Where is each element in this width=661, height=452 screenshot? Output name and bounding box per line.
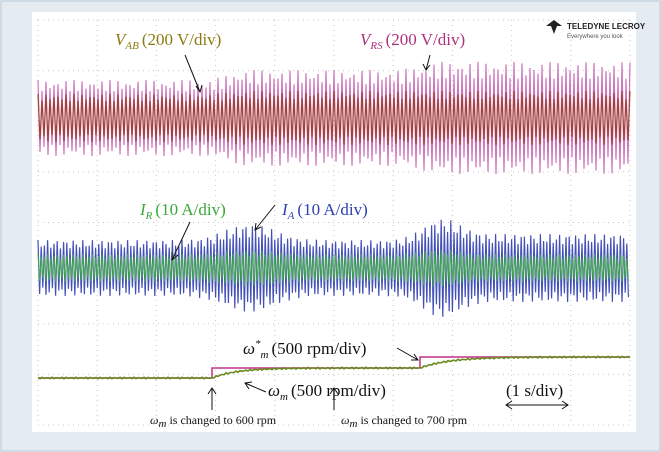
- subscript: RS: [369, 40, 383, 52]
- symbol: ω: [243, 339, 255, 358]
- scope-figure: TELEDYNE LECROY Everywhere you look VAB(…: [0, 0, 661, 452]
- subscript: m: [349, 418, 357, 430]
- subscript: AB: [124, 40, 139, 52]
- subscript: m: [280, 391, 288, 403]
- scale: (10 A/div): [297, 200, 367, 219]
- note-text: is changed to 600 rpm: [169, 413, 276, 427]
- subscript: m: [261, 349, 269, 361]
- subscript: m: [158, 418, 166, 430]
- logo-tagline: Everywhere you look: [567, 34, 624, 40]
- symbol: ω: [341, 413, 349, 427]
- scale: (500 rpm/div): [271, 339, 366, 358]
- symbol: ω: [150, 413, 158, 427]
- scale: (200 V/div): [142, 30, 222, 49]
- subscript: A: [287, 210, 295, 222]
- page: TELEDYNE LECROY Everywhere you look VAB(…: [0, 0, 661, 452]
- subscript: R: [145, 210, 153, 222]
- scale: (10 A/div): [155, 200, 225, 219]
- logo-name: TELEDYNE LECROY: [567, 22, 646, 31]
- time-scale: (1 s/div): [506, 381, 563, 400]
- symbol: ω: [268, 381, 280, 400]
- scale: (200 V/div): [386, 30, 466, 49]
- note-text: is changed to 700 rpm: [360, 413, 467, 427]
- scale: (500 rpm/div): [291, 381, 386, 400]
